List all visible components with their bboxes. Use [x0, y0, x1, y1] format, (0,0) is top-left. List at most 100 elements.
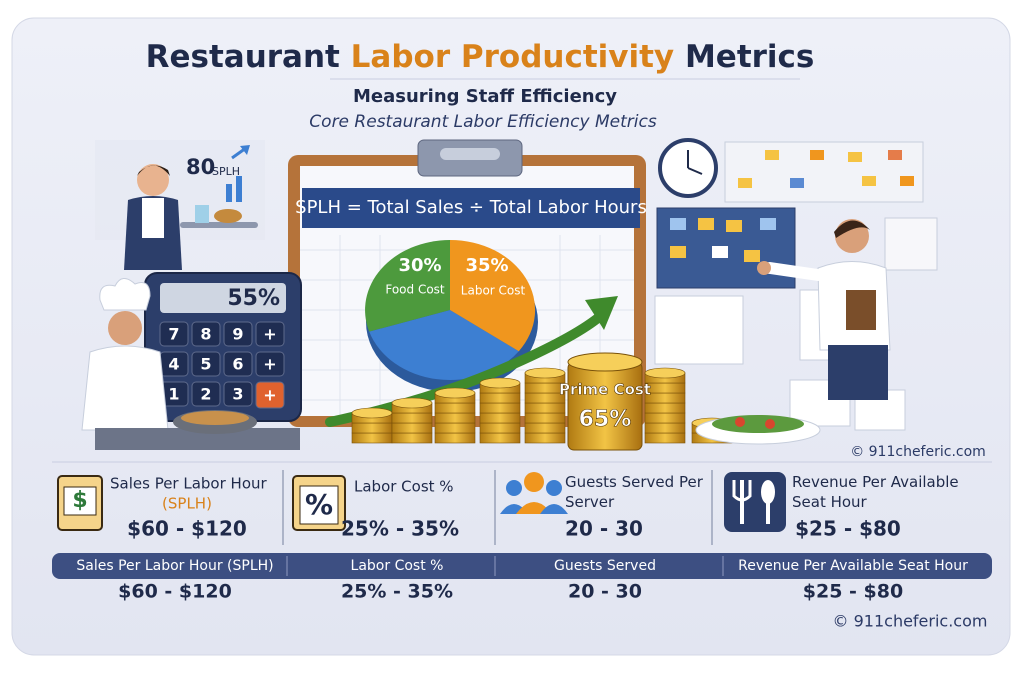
coin [434, 412, 476, 424]
coin-top [567, 352, 643, 372]
coin-top [434, 387, 476, 399]
coin [644, 392, 686, 404]
key-label: 6 [232, 355, 243, 374]
coin [644, 382, 686, 394]
arrow-head [585, 296, 618, 330]
coin [479, 412, 521, 424]
coin [434, 422, 476, 434]
pie-label: Food Cost [385, 283, 445, 297]
metric-label: Revenue Per Available Seat Hour [792, 473, 959, 511]
coin [524, 432, 566, 444]
coin [644, 422, 686, 434]
coin [479, 402, 521, 414]
key-label: 7 [168, 325, 179, 344]
labor-cost-icon: % [292, 475, 346, 531]
metric-range: $60 - $120 [127, 517, 247, 541]
table-cell: 25% - 35% [341, 581, 453, 603]
key-label: 5 [200, 355, 211, 374]
calculator-key [223, 351, 253, 377]
calculator-key [255, 351, 285, 377]
coin-stacks [351, 367, 733, 444]
coin [434, 432, 476, 444]
key-label: + [263, 355, 276, 374]
coin [644, 432, 686, 444]
pie-label: Labor Cost [461, 284, 526, 298]
splh-icon: $ [57, 475, 103, 531]
server-illustration [95, 140, 265, 270]
metric-label-box: Guests Served Per Server [565, 473, 703, 511]
svg-text:$: $ [72, 488, 87, 513]
metric-range: $25 - $80 [795, 517, 901, 541]
coin [644, 402, 686, 414]
coin [524, 412, 566, 424]
metric-label: Guests Served Per Server [565, 473, 703, 511]
pie [365, 239, 538, 392]
calculator-keys: 7 8 9 +4 5 6 +1 2 3 + [159, 321, 285, 409]
calculator-key [159, 321, 189, 347]
metric-range: 20 - 30 [565, 517, 643, 541]
coin [434, 402, 476, 414]
coin [351, 422, 393, 434]
chef-illustration [81, 278, 300, 450]
table-cell: $60 - $120 [118, 581, 232, 603]
table-header-cell: Guests Served [554, 558, 656, 574]
copyright: © 911cheferic.com [833, 612, 988, 631]
coin-top [644, 367, 686, 379]
coin [391, 432, 433, 444]
table-header-cell: Sales Per Labor Hour (SPLH) [76, 558, 273, 574]
guests-icon [500, 472, 568, 514]
svg-text:%: % [305, 488, 333, 521]
metric-range: 25% - 35% [341, 517, 459, 541]
table-cell: $25 - $80 [803, 581, 903, 603]
coin [524, 402, 566, 414]
calculator-display [160, 283, 286, 313]
coin [524, 422, 566, 434]
badge-value: 80 [186, 155, 215, 179]
formula-banner [302, 188, 640, 228]
coin-top [391, 397, 433, 409]
coin [644, 412, 686, 424]
pie-percent: 30% [398, 255, 441, 276]
coin [479, 432, 521, 444]
office-illustration [654, 138, 938, 445]
prime-cost-percent: 65% [579, 407, 632, 432]
key-label: 1 [168, 385, 179, 404]
calculator-key [255, 381, 285, 409]
key-label: 3 [232, 385, 243, 404]
badge-unit: SPLH [212, 165, 240, 178]
calculator-key [255, 321, 285, 347]
prime-cost-label: Prime Cost [559, 381, 651, 399]
table-header-cell: Labor Cost % [351, 558, 444, 574]
coin-top [524, 367, 566, 379]
coin-top [479, 377, 521, 389]
metric-label: Labor Cost % [354, 478, 454, 496]
coin [479, 392, 521, 404]
pie-percent: 35% [465, 255, 508, 276]
calculator-key [223, 321, 253, 347]
table-header-cell: Revenue Per Available Seat Hour [738, 558, 968, 574]
coin [391, 412, 433, 424]
metric-label: Sales Per Labor Hour [110, 475, 268, 493]
subtitle: Measuring Staff Efficiency [353, 86, 617, 107]
coin [351, 432, 393, 444]
metric-sublabel: (SPLH) [162, 495, 212, 513]
title: Restaurant Labor Productivity Metrics [146, 39, 815, 75]
coin [391, 422, 433, 434]
tagline: Core Restaurant Labor Efficiency Metrics [309, 112, 657, 132]
calculator-key [191, 351, 221, 377]
summary-table: Sales Per Labor Hour (SPLH) Labor Cost % G… [76, 556, 968, 603]
key-label: 9 [232, 325, 243, 344]
coin-top [351, 407, 393, 419]
formula: SPLH = Total Sales ÷ Total Labor Hours [295, 197, 647, 218]
calculator-key [191, 321, 221, 347]
key-label: + [263, 386, 276, 405]
key-label: + [263, 325, 276, 344]
calculator-key [223, 381, 253, 407]
coin [479, 422, 521, 434]
key-label: 8 [200, 325, 211, 344]
metric-label-box: Revenue Per Available Seat Hour [792, 473, 959, 511]
calculator-key [191, 381, 221, 407]
display-text: 55% [227, 286, 280, 311]
prime-cost-stack [567, 361, 643, 451]
